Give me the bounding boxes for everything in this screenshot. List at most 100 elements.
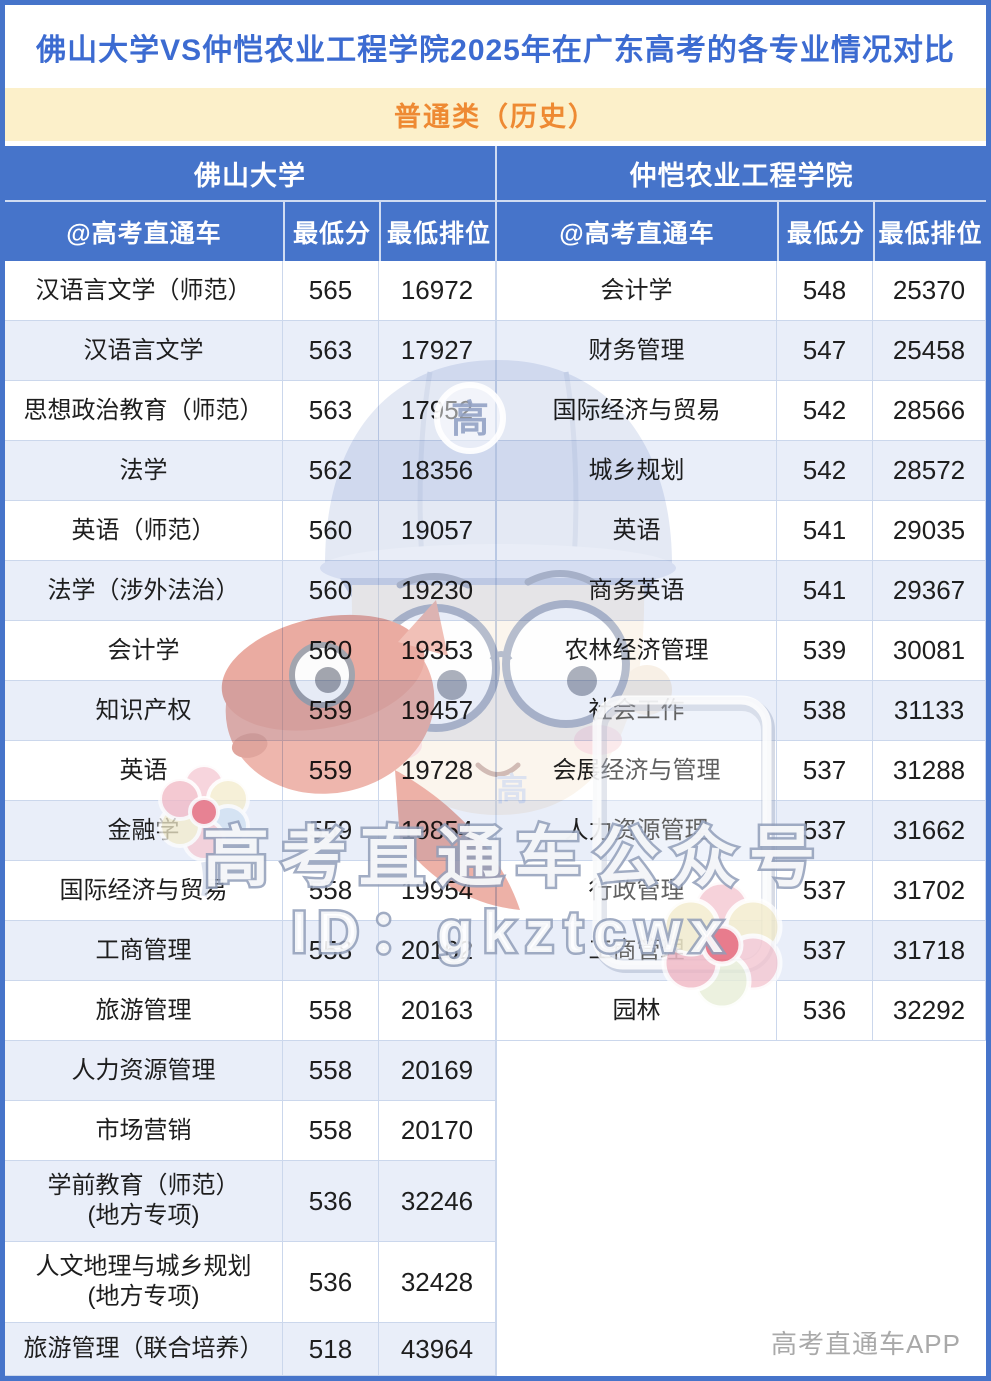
major-cell: 人力资源管理 xyxy=(5,1041,283,1101)
min-rank-cell: 20170 xyxy=(379,1101,497,1161)
major-cell: 工商管理 xyxy=(497,921,777,981)
table-row: 人力资源管理 537 31662 xyxy=(497,801,986,861)
min-score-cell: 558 xyxy=(283,1041,379,1101)
table-row: 城乡规划 542 28572 xyxy=(497,441,986,501)
min-score-cell: 541 xyxy=(777,561,873,621)
min-rank-cell: 19230 xyxy=(379,561,497,621)
page-title: 佛山大学VS仲恺农业工程学院2025年在广东高考的各专业情况对比 xyxy=(36,33,955,67)
min-rank-cell: 25370 xyxy=(873,261,986,321)
table-row: 商务英语 541 29367 xyxy=(497,561,986,621)
table-row: 英语（师范） 560 19057 xyxy=(5,501,497,561)
min-rank-cell: 32292 xyxy=(873,981,986,1041)
min-rank-cell: 31288 xyxy=(873,741,986,801)
table-row: 国际经济与贸易 558 19954 xyxy=(5,861,497,921)
min-score-cell: 536 xyxy=(283,1242,379,1323)
min-score-cell: 537 xyxy=(777,801,873,861)
table-row: 知识产权 559 19457 xyxy=(5,681,497,741)
min-score-cell: 560 xyxy=(283,501,379,561)
column-header-min-rank: 最低排位 xyxy=(379,202,497,261)
column-header-account: @高考直通车 xyxy=(66,219,222,248)
column-headers-right: @高考直通车 最低分 最低排位 xyxy=(497,202,986,261)
min-score-cell: 538 xyxy=(777,681,873,741)
min-score-cell: 560 xyxy=(283,621,379,681)
category-banner: 普通类（历史） xyxy=(5,88,986,141)
title-bar: 佛山大学VS仲恺农业工程学院2025年在广东高考的各专业情况对比 xyxy=(5,5,986,88)
major-cell: 人文地理与城乡规划 (地方专项) xyxy=(5,1242,283,1323)
min-score-cell: 536 xyxy=(777,981,873,1041)
table-row: 法学 562 18356 xyxy=(5,441,497,501)
min-rank-cell: 28566 xyxy=(873,381,986,441)
major-cell: 国际经济与贸易 xyxy=(497,381,777,441)
min-rank-cell: 29367 xyxy=(873,561,986,621)
major-cell: 人力资源管理 xyxy=(497,801,777,861)
table-row: 旅游管理（联合培养） 518 43964 xyxy=(5,1323,497,1376)
table-row: 汉语言文学（师范） 565 16972 xyxy=(5,261,497,321)
major-cell: 市场营销 xyxy=(5,1101,283,1161)
min-rank-cell: 19854 xyxy=(379,801,497,861)
column-header-min-score: 最低分 xyxy=(283,202,379,261)
min-rank-cell: 29035 xyxy=(873,501,986,561)
major-cell: 农林经济管理 xyxy=(497,621,777,681)
left-table: 佛山大学 @高考直通车 最低分 最低排位 汉语言文学（师范） 565 16972 汉语… xyxy=(5,146,497,1376)
min-rank-cell: 20162 xyxy=(379,921,497,981)
major-cell: 知识产权 xyxy=(5,681,283,741)
min-score-cell: 558 xyxy=(283,921,379,981)
major-cell: 汉语言文学（师范） xyxy=(5,261,283,321)
comparison-tables: 佛山大学 @高考直通车 最低分 最低排位 汉语言文学（师范） 565 16972 汉语… xyxy=(5,146,986,1376)
min-rank-cell: 32428 xyxy=(379,1242,497,1323)
table-row: 国际经济与贸易 542 28566 xyxy=(497,381,986,441)
major-cell: 行政管理 xyxy=(497,861,777,921)
min-rank-cell: 19457 xyxy=(379,681,497,741)
table-row: 会计学 560 19353 xyxy=(5,621,497,681)
table-row: 英语 559 19728 xyxy=(5,741,497,801)
min-score-cell: 548 xyxy=(777,261,873,321)
min-rank-cell: 25458 xyxy=(873,321,986,381)
min-rank-cell: 19728 xyxy=(379,741,497,801)
min-score-cell: 558 xyxy=(283,981,379,1041)
table-row: 会展经济与管理 537 31288 xyxy=(497,741,986,801)
major-cell: 会计学 xyxy=(497,261,777,321)
table-row: 工商管理 537 31718 xyxy=(497,921,986,981)
major-cell: 英语（师范） xyxy=(5,501,283,561)
min-score-cell: 542 xyxy=(777,381,873,441)
min-rank-cell: 31662 xyxy=(873,801,986,861)
table-row: 行政管理 537 31702 xyxy=(497,861,986,921)
right-table-rows: 会计学 548 25370 财务管理 547 25458 国际经济与贸易 542 28566 城乡… xyxy=(497,261,986,1041)
right-table: 仲恺农业工程学院 @高考直通车 最低分 最低排位 会计学 548 25370 财务管理… xyxy=(497,146,986,1376)
left-table-rows: 汉语言文学（师范） 565 16972 汉语言文学 563 17927 思想政治教育（师范）… xyxy=(5,261,497,1376)
min-score-cell: 563 xyxy=(283,381,379,441)
table-row: 英语 541 29035 xyxy=(497,501,986,561)
min-rank-cell: 31702 xyxy=(873,861,986,921)
major-cell: 园林 xyxy=(497,981,777,1041)
major-cell: 商务英语 xyxy=(497,561,777,621)
university-name: 佛山大学 xyxy=(194,160,306,191)
column-header-min-rank: 最低排位 xyxy=(873,202,986,261)
min-score-cell: 558 xyxy=(283,1101,379,1161)
min-score-cell: 536 xyxy=(283,1161,379,1242)
major-cell: 金融学 xyxy=(5,801,283,861)
min-rank-cell: 19954 xyxy=(379,861,497,921)
table-row: 社会工作 538 31133 xyxy=(497,681,986,741)
table-row: 学前教育（师范） (地方专项) 536 32246 xyxy=(5,1161,497,1242)
major-cell: 英语 xyxy=(5,741,283,801)
min-rank-cell: 20169 xyxy=(379,1041,497,1101)
major-cell: 工商管理 xyxy=(5,921,283,981)
min-score-cell: 539 xyxy=(777,621,873,681)
min-rank-cell: 30081 xyxy=(873,621,986,681)
table-row: 旅游管理 558 20163 xyxy=(5,981,497,1041)
min-score-cell: 559 xyxy=(283,801,379,861)
university-header-left: 佛山大学 xyxy=(5,146,497,202)
table-row: 金融学 559 19854 xyxy=(5,801,497,861)
column-header-account: @高考直通车 xyxy=(559,219,715,248)
table-row: 市场营销 558 20170 xyxy=(5,1101,497,1161)
min-score-cell: 565 xyxy=(283,261,379,321)
column-headers-left: @高考直通车 最低分 最低排位 xyxy=(5,202,497,261)
min-rank-cell: 16972 xyxy=(379,261,497,321)
min-rank-cell: 32246 xyxy=(379,1161,497,1242)
min-rank-cell: 18356 xyxy=(379,441,497,501)
table-row: 会计学 548 25370 xyxy=(497,261,986,321)
min-score-cell: 542 xyxy=(777,441,873,501)
divider-gap xyxy=(5,141,986,146)
major-cell: 旅游管理 xyxy=(5,981,283,1041)
min-score-cell: 547 xyxy=(777,321,873,381)
